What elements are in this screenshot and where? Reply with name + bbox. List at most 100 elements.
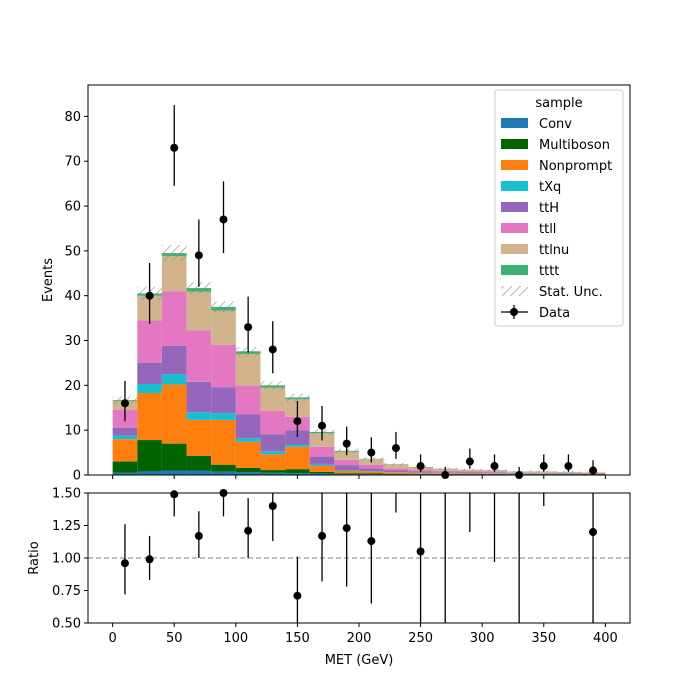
main-ytick-label: 20: [64, 379, 81, 394]
bar-ttlnu-bin-4: [211, 310, 236, 345]
bar-conv-bin-7: [285, 473, 310, 475]
legend-swatch-tth: [501, 202, 528, 212]
bar-tth-bin-8: [309, 456, 335, 465]
xtick-label: 400: [593, 631, 618, 646]
bar-tth-bin-5: [235, 414, 261, 439]
stat-unc-bin-11: [383, 462, 409, 466]
bar-nonprompt-bin-4: [211, 419, 236, 465]
data-point-0: [120, 399, 129, 408]
bar-multiboson-bin-7: [285, 469, 310, 474]
legend-swatch-tttt: [501, 265, 528, 275]
bar-nonprompt-bin-3: [186, 419, 212, 456]
bar-nonprompt-bin-6: [260, 454, 286, 471]
xtick-label: 300: [470, 631, 495, 646]
bar-tth-bin-14: [457, 471, 483, 473]
bar-nonprompt-bin-7: [285, 446, 310, 470]
ratio-ytick-label: 1.00: [52, 552, 81, 567]
bar-tth-bin-4: [211, 387, 236, 414]
bar-txq-bin-4: [211, 413, 236, 420]
legend-swatch-txq: [501, 181, 528, 191]
bar-txq-bin-3: [186, 412, 212, 420]
main-y-ticks: 0 10 20 30 40 50 60 70 80: [64, 110, 88, 484]
legend-label-ttll: ttll: [539, 222, 556, 237]
data-point-3: [194, 251, 203, 260]
legend-swatch-multiboson: [501, 139, 528, 149]
legend-data-marker: [510, 308, 518, 316]
bar-conv-bin-0: [112, 472, 138, 475]
data-point-19: [589, 466, 598, 475]
bar-txq-bin-7: [285, 444, 310, 447]
bar-multiboson-bin-2: [161, 443, 187, 471]
y-axis-label-ratio: Ratio: [27, 541, 42, 574]
ratio-x-ticks: 0 50 100 150 200 250 300 350 400: [108, 623, 618, 646]
bar-ttll-bin-1: [137, 320, 162, 363]
bar-ttll-bin-3: [186, 330, 212, 382]
bar-ttlnu-bin-11: [383, 464, 409, 469]
ratio-point-10: [367, 537, 376, 546]
bar-nonprompt-bin-9: [334, 470, 359, 474]
data-point-1: [145, 291, 154, 300]
data-point-10: [367, 448, 376, 457]
bar-multiboson-bin-9: [334, 473, 359, 475]
legend-label-nonprompt: Nonprompt: [539, 159, 612, 174]
bar-multiboson-bin-1: [137, 440, 162, 472]
bar-nonprompt-bin-2: [161, 384, 187, 444]
ratio-point-2: [170, 490, 179, 499]
bar-nonprompt-bin-12: [408, 473, 433, 475]
bar-txq-bin-9: [334, 470, 359, 471]
stat-unc-bin-14: [457, 468, 483, 471]
bar-multiboson-bin-6: [260, 470, 286, 473]
bar-txq-bin-5: [235, 438, 261, 442]
bar-ttll-bin-2: [161, 291, 187, 346]
stat-unc-bin-2: [161, 245, 187, 262]
data-point-14: [465, 457, 474, 466]
ratio-y-ticks: 0.50 0.75 1.00 1.25 1.50: [52, 487, 88, 632]
xtick-label: 50: [166, 631, 183, 646]
ratio-point-0: [120, 559, 129, 568]
bar-tth-bin-1: [137, 362, 162, 384]
ratio-point-7: [293, 591, 302, 600]
legend-label-ttlnu: ttlnu: [539, 243, 569, 258]
bar-txq-bin-1: [137, 384, 162, 393]
bar-ttll-bin-10: [359, 464, 384, 469]
bar-nonprompt-bin-8: [309, 466, 335, 472]
bar-txq-bin-6: [260, 451, 286, 455]
bar-conv-bin-5: [235, 472, 261, 475]
legend-label-tth: ttH: [539, 201, 559, 216]
data-point-4: [219, 215, 228, 224]
ratio-point-3: [194, 531, 203, 540]
legend-swatch-ttlnu: [501, 244, 528, 254]
bar-ttlnu-bin-5: [235, 353, 261, 386]
main-ytick-label: 60: [64, 200, 81, 215]
legend-label-txq: tXq: [539, 180, 561, 195]
bar-conv-bin-4: [211, 471, 236, 475]
bar-ttlnu-bin-2: [161, 256, 187, 292]
bar-conv-bin-1: [137, 471, 162, 475]
bar-ttll-bin-11: [383, 468, 409, 471]
legend-label-conv: Conv: [539, 117, 572, 132]
bar-ttlnu-bin-3: [186, 291, 212, 331]
data-point-11: [391, 444, 400, 453]
ratio-point-9: [342, 524, 351, 533]
xtick-label: 0: [108, 631, 116, 646]
legend-swatch-ttll: [501, 223, 528, 233]
main-ytick-label: 80: [64, 110, 81, 125]
bar-multiboson-bin-10: [359, 473, 384, 475]
xtick-label: 100: [223, 631, 248, 646]
legend-label-tttt: tttt: [539, 264, 559, 279]
bar-multiboson-bin-5: [235, 467, 261, 473]
data-point-5: [244, 323, 253, 332]
bar-ttll-bin-14: [457, 470, 483, 472]
ratio-ytick-label: 1.25: [52, 519, 81, 534]
bar-conv-bin-3: [186, 470, 212, 475]
xtick-label: 250: [408, 631, 433, 646]
legend-label-multiboson: Multiboson: [539, 138, 610, 153]
ratio-ytick-label: 1.50: [52, 487, 81, 502]
data-point-2: [170, 143, 179, 152]
data-point-15: [490, 462, 499, 471]
bar-tth-bin-7: [285, 430, 310, 445]
ratio-panel: 0.50 0.75 1.00 1.25 1.50 0 50 100 150 200 250 300 3…: [27, 487, 631, 646]
bar-nonprompt-bin-5: [235, 441, 261, 468]
bar-multiboson-bin-3: [186, 455, 212, 471]
legend: sample Conv Multiboson Nonprompt tXq ttH ttll…: [494, 89, 624, 327]
